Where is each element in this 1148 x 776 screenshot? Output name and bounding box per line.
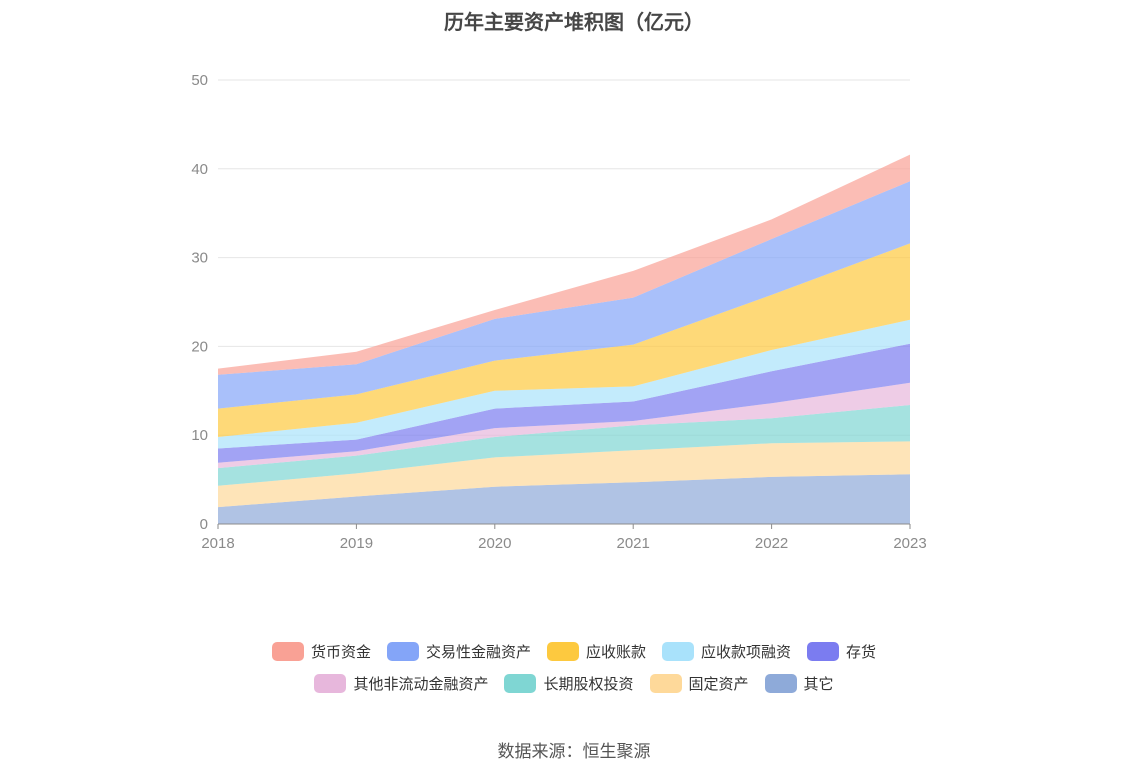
data-source-note: 数据来源：恒生聚源 xyxy=(497,742,651,761)
legend-label: 其它 xyxy=(803,676,834,693)
x-tick-label: 2018 xyxy=(201,535,234,552)
area-series-交易性金融资产 xyxy=(218,181,910,409)
area-series-应收款项融资 xyxy=(218,319,910,449)
y-tick-label: 30 xyxy=(191,250,208,267)
legend-item[interactable]: 货币资金 xyxy=(271,641,371,662)
legend-swatch xyxy=(314,674,347,693)
area-series-其他非流动金融资产 xyxy=(218,382,910,469)
legend-label: 其他非流动金融资产 xyxy=(353,676,489,693)
y-tick-label: 20 xyxy=(191,338,208,355)
legend-item[interactable]: 应收账款 xyxy=(546,641,646,662)
x-tick-label: 2022 xyxy=(755,535,788,552)
legend-label: 应收账款 xyxy=(585,644,646,661)
y-tick-label: 50 xyxy=(191,72,208,89)
legend-label: 存货 xyxy=(846,644,877,661)
legend-swatch xyxy=(546,642,579,661)
legend-item[interactable]: 长期股权投资 xyxy=(504,673,634,694)
area-series-存货 xyxy=(218,343,910,463)
legend-row-1: 货币资金 交易性金融资产 应收账款 应收款项融资 存货 xyxy=(0,641,1148,662)
legend-swatch xyxy=(386,642,419,661)
area-series-固定资产 xyxy=(218,441,910,508)
legend-item[interactable]: 存货 xyxy=(807,641,876,662)
legend-item[interactable]: 交易性金融资产 xyxy=(386,641,531,662)
legend-swatch xyxy=(807,642,840,661)
chart-title: 历年主要资产堆积图（亿元） xyxy=(444,12,704,34)
legend-item[interactable]: 其它 xyxy=(764,673,834,694)
stacked-area-chart: 0 10 20 30 40 50 2018 2019 2020 2021 2022 2023 xyxy=(191,72,926,552)
legend-item[interactable]: 其他非流动金融资产 xyxy=(314,673,488,694)
area-series-应收账款 xyxy=(218,243,910,437)
area-series-其它 xyxy=(218,474,910,524)
legend-label: 交易性金融资产 xyxy=(425,644,531,661)
legend-swatch xyxy=(504,674,537,693)
legend-label: 固定资产 xyxy=(688,676,749,693)
legend-label: 长期股权投资 xyxy=(543,676,634,693)
x-tick-label: 2020 xyxy=(478,535,511,552)
legend-swatch xyxy=(271,642,304,661)
x-tick-label: 2019 xyxy=(340,535,373,552)
legend-label: 应收款项融资 xyxy=(701,644,792,661)
legend-item[interactable]: 应收款项融资 xyxy=(662,641,791,662)
legend-swatch xyxy=(662,642,694,661)
legend-label: 货币资金 xyxy=(310,644,371,661)
area-series-长期股权投资 xyxy=(218,405,910,486)
y-tick-label: 10 xyxy=(191,427,208,444)
y-tick-label: 40 xyxy=(191,161,208,178)
legend-swatch xyxy=(649,674,682,693)
y-tick-label: 0 xyxy=(200,516,208,533)
x-tick-label: 2023 xyxy=(893,535,926,552)
legend-row-2: 其他非流动金融资产 长期股权投资 固定资产 其它 xyxy=(0,673,1148,694)
legend-swatch xyxy=(764,674,797,693)
x-tick-label: 2021 xyxy=(617,535,650,552)
legend-item[interactable]: 固定资产 xyxy=(649,673,749,694)
